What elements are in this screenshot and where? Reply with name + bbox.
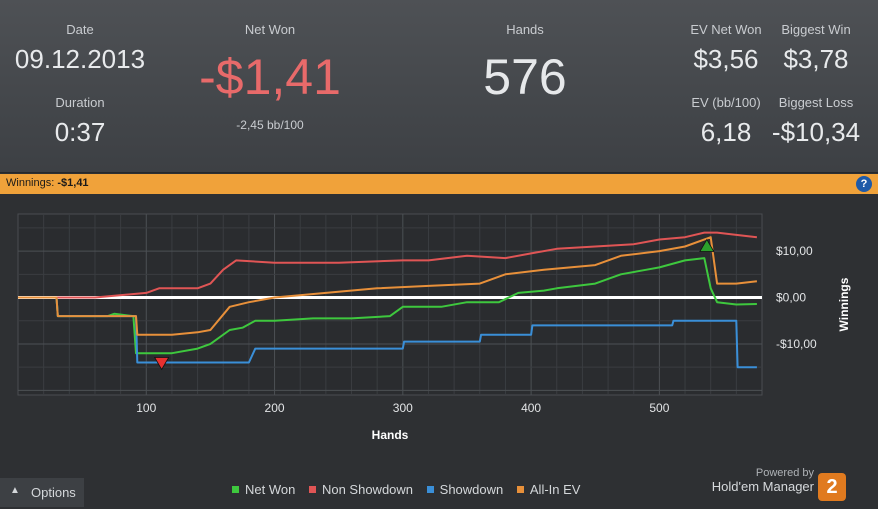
x-tick-label: 300 — [393, 401, 413, 415]
winnings-bar: Winnings: -$1,41 ? — [0, 174, 878, 194]
date-label: Date — [66, 22, 94, 37]
min-marker — [153, 357, 170, 371]
y-tick-label: $0,00 — [776, 291, 806, 305]
y-tick-label: -$10,00 — [776, 337, 817, 351]
legend-label: Net Won — [245, 482, 296, 497]
ev-bb-label: EV (bb/100) — [691, 95, 761, 110]
brand: Powered by Hold'em Manager — [712, 467, 814, 494]
legend-swatch — [516, 486, 524, 493]
legend-swatch — [232, 486, 239, 493]
ev-bb-value: 6,18 — [700, 117, 752, 147]
brand-name: Hold'em Manager — [711, 479, 814, 494]
duration-value: 0:37 — [54, 117, 106, 147]
max-marker — [699, 238, 715, 252]
legend-item-net-won[interactable]: Net Won — [232, 482, 295, 497]
chevron-up-icon: ▲ — [10, 485, 20, 496]
biggest-win-label: Biggest Win — [781, 22, 851, 37]
winnings-text: Winnings: -$1,41 — [6, 177, 89, 189]
biggest-win-value: $3,78 — [783, 44, 849, 74]
legend-label: Non Showdown — [321, 482, 414, 497]
legend-label: All-In EV — [529, 482, 581, 497]
ev-net-won-label: EV Net Won — [690, 22, 762, 37]
stats-panel: Date 09.12.2013 Duration 0:37 Net Won -$… — [0, 0, 878, 173]
biggest-loss-value: -$10,34 — [771, 117, 861, 147]
chart-svg: 100 200 300 400 500 $10,00 $0,00 -$10,00 Hands Wi… — [17, 213, 851, 442]
y-axis-label: Winnings — [837, 277, 851, 331]
brand-powered: Powered by — [755, 467, 814, 479]
y-tick-label: $10,00 — [776, 244, 813, 258]
legend-item-non-showdown[interactable]: Non Showdown — [308, 482, 414, 497]
winnings-label: Winnings: — [6, 177, 55, 189]
legend-swatch — [308, 486, 316, 493]
duration-label: Duration — [55, 95, 105, 110]
winnings-value: -$1,41 — [57, 177, 89, 189]
x-tick-label: 400 — [521, 401, 541, 415]
legend-item-all-in-ev[interactable]: All-In EV — [516, 482, 581, 497]
x-tick-label: 100 — [136, 401, 156, 415]
winnings-chart: 100 200 300 400 500 $10,00 $0,00 -$10,00 Hands Wi… — [0, 198, 878, 471]
help-icon[interactable]: ? — [856, 176, 872, 192]
hands-label: Hands — [506, 22, 544, 37]
biggest-loss-label: Biggest Loss — [778, 95, 854, 110]
x-axis-label: Hands — [372, 428, 409, 442]
legend-item-showdown[interactable]: Showdown — [426, 482, 504, 497]
hem-logo-icon: 2 — [818, 473, 846, 501]
legend-swatch — [426, 486, 434, 493]
chart-legend: Net Won Non Showdown Showdown All-In EV — [232, 482, 590, 497]
x-tick-label: 500 — [649, 401, 669, 415]
series-line-all-in-ev — [18, 236, 758, 336]
legend-label: Showdown — [439, 482, 504, 497]
hands-value: 576 — [483, 49, 567, 105]
ev-net-won-value: $3,56 — [693, 44, 759, 74]
net-won-bb: -2,45 bb/100 — [236, 118, 304, 132]
x-tick-label: 200 — [265, 401, 285, 415]
net-won-label: Net Won — [244, 22, 296, 37]
series-line-non-showdown — [18, 231, 758, 299]
net-won-value: -$1,41 — [199, 49, 341, 105]
series-line-net-won — [18, 257, 757, 355]
date-value: 09.12.2013 — [14, 44, 146, 74]
options-button[interactable]: ▲ Options — [0, 478, 84, 507]
options-label: Options — [31, 485, 76, 500]
